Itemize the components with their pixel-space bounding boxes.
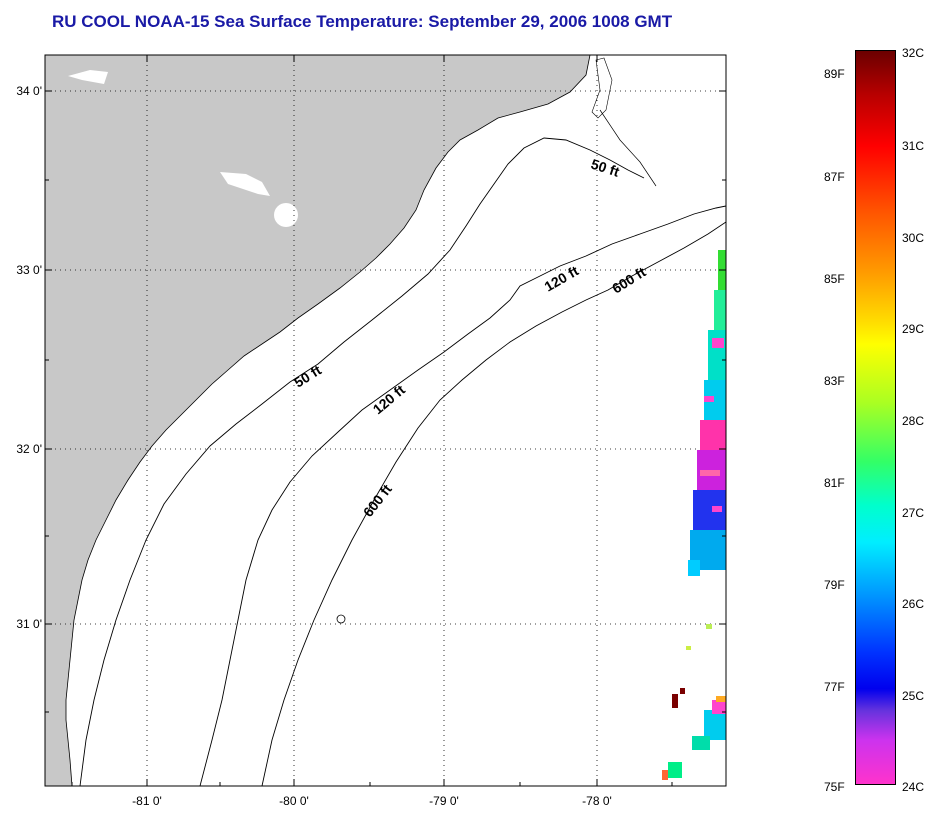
- temperature-colorbar: [855, 50, 896, 785]
- colorbar-label-79f: 79F: [824, 578, 845, 592]
- contour-50ft: [79, 137, 645, 786]
- colorbar-label-87f: 87F: [824, 170, 845, 184]
- lon-label-81: -81 0': [132, 794, 162, 808]
- lon-label-79: -79 0': [429, 794, 459, 808]
- colorbar-label-30c: 30C: [902, 231, 925, 245]
- colorbar-label-25c: 25C: [902, 689, 925, 703]
- colorbar-label-27c: 27C: [902, 506, 925, 520]
- colorbar-label-85f: 85F: [824, 272, 845, 286]
- lat-label-33: 33 0': [16, 263, 42, 277]
- contour-600ft: [261, 221, 726, 786]
- lat-label-34: 34 0': [16, 84, 42, 98]
- colorbar-label-29c: 29C: [902, 322, 925, 336]
- land-area: [45, 55, 591, 786]
- lon-label-80: -80 0': [279, 794, 309, 808]
- colorbar-label-31c: 31C: [902, 139, 925, 153]
- contour-120ft: [199, 205, 726, 786]
- colorbar-label-24c: 24C: [902, 780, 925, 794]
- lat-label-32: 32 0': [16, 442, 42, 456]
- colorbar-label-28c: 28C: [902, 414, 925, 428]
- colorbar-label-89f: 89F: [824, 67, 845, 81]
- colorbar-label-26c: 26C: [902, 597, 925, 611]
- map-title: RU COOL NOAA-15 Sea Surface Temperature:…: [52, 12, 673, 31]
- lon-label-78: -78 0': [582, 794, 612, 808]
- colorbar-label-81f: 81F: [824, 476, 845, 490]
- colorbar-label-77f: 77F: [824, 680, 845, 694]
- lat-label-31: 31 0': [16, 617, 42, 631]
- colorbar-label-83f: 83F: [824, 374, 845, 388]
- colorbar-label-75f: 75F: [824, 780, 845, 794]
- colorbar-label-32c: 32C: [902, 46, 925, 60]
- sst-swath: [662, 250, 726, 780]
